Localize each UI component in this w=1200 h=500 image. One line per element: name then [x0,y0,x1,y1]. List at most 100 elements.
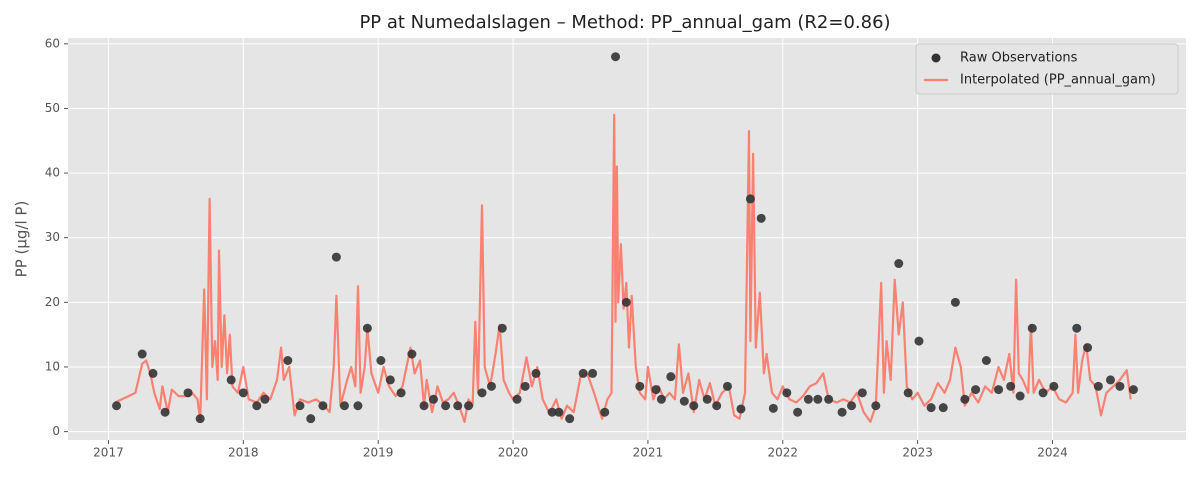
observation-point [960,394,970,404]
y-axis-label: PP (µg/l P) [13,201,31,278]
observation-point [1049,381,1059,391]
observation-point [137,349,147,359]
observation-point [565,414,575,424]
observation-point [195,414,205,424]
observation-point [1015,391,1025,401]
observation-point [793,407,803,417]
observation-point [903,388,913,398]
observation-point [611,52,621,62]
observation-point [252,401,262,411]
observation-point [512,394,522,404]
observation-point [981,356,991,366]
y-tick-label: 20 [45,295,60,309]
x-tick-label: 2020 [498,446,529,460]
observation-point [385,375,395,385]
observation-point [260,394,270,404]
y-tick-label: 30 [45,230,60,244]
observation-point [396,388,406,398]
interpolated-line [114,113,1132,423]
observation-point [362,323,372,333]
y-tick-label: 0 [52,424,60,438]
x-tick-label: 2021 [633,446,664,460]
observation-point [871,401,881,411]
observation-point [894,259,904,269]
observation-point [1093,381,1103,391]
observation-point [651,385,661,395]
observation-point [768,403,778,413]
observation-point [160,407,170,417]
observation-point [331,252,341,262]
observation-point [547,407,557,417]
observation-point [1072,323,1082,333]
observation-point [148,368,158,378]
observation-point [938,403,948,413]
observation-point [226,375,236,385]
observation-point [712,401,722,411]
observation-point [813,394,823,404]
observation-point [621,297,631,307]
observation-point [702,394,712,404]
legend-marker [931,53,941,63]
observation-point [353,401,363,411]
observation-point [283,356,293,366]
observation-point [736,404,746,414]
observation-point [464,401,474,411]
x-tick-label: 2024 [1037,446,1068,460]
x-tick-label: 2018 [228,446,259,460]
y-tick-label: 60 [45,36,60,50]
observation-point [112,401,122,411]
observation-point [600,407,610,417]
observation-point [837,407,847,417]
observation-point [1128,385,1138,395]
observation-point [407,349,417,359]
x-tick-label: 2023 [902,446,933,460]
observation-point [803,394,813,404]
observation-point [914,336,924,346]
x-tick-label: 2019 [363,446,394,460]
observation-point [1083,343,1093,353]
observation-point [306,414,316,424]
observation-point [689,401,699,411]
observation-point [635,381,645,391]
observation-point [1006,381,1016,391]
observation-point [477,388,487,398]
observation-point [926,403,936,413]
marks [112,52,1138,424]
observation-point [1105,375,1115,385]
observation-point [1038,388,1048,398]
legend-label: Interpolated (PP_annual_gam) [960,73,1156,88]
observation-point [318,401,328,411]
x-tick-label: 2022 [767,446,798,460]
observation-point [183,388,193,398]
legend-box [915,43,1179,95]
observation-point [824,394,834,404]
observation-point [994,385,1004,395]
observation-point [847,401,857,411]
observation-point [441,401,451,411]
y-tick-label: 50 [45,101,60,115]
observation-point [679,396,689,406]
observation-point [428,394,438,404]
observation-point [497,323,507,333]
observation-point [950,297,960,307]
observation-point [656,394,666,404]
observation-point [1027,323,1037,333]
legend-label: Raw Observations [960,51,1078,66]
observation-point [453,401,463,411]
observation-point [376,356,386,366]
observation-point [782,388,792,398]
observation-point [971,385,981,395]
x-tick-label: 2017 [93,446,124,460]
observation-point [857,388,867,398]
chart-title: PP at Numedalslagen – Method: PP_annual_… [359,12,890,33]
observation-point [486,381,496,391]
y-tick-label: 10 [45,359,60,373]
observation-point [531,368,541,378]
observation-point [578,368,588,378]
observation-point [745,194,755,204]
observation-point [756,213,766,223]
observation-point [520,381,530,391]
observation-point [238,388,248,398]
observation-point [722,381,732,391]
